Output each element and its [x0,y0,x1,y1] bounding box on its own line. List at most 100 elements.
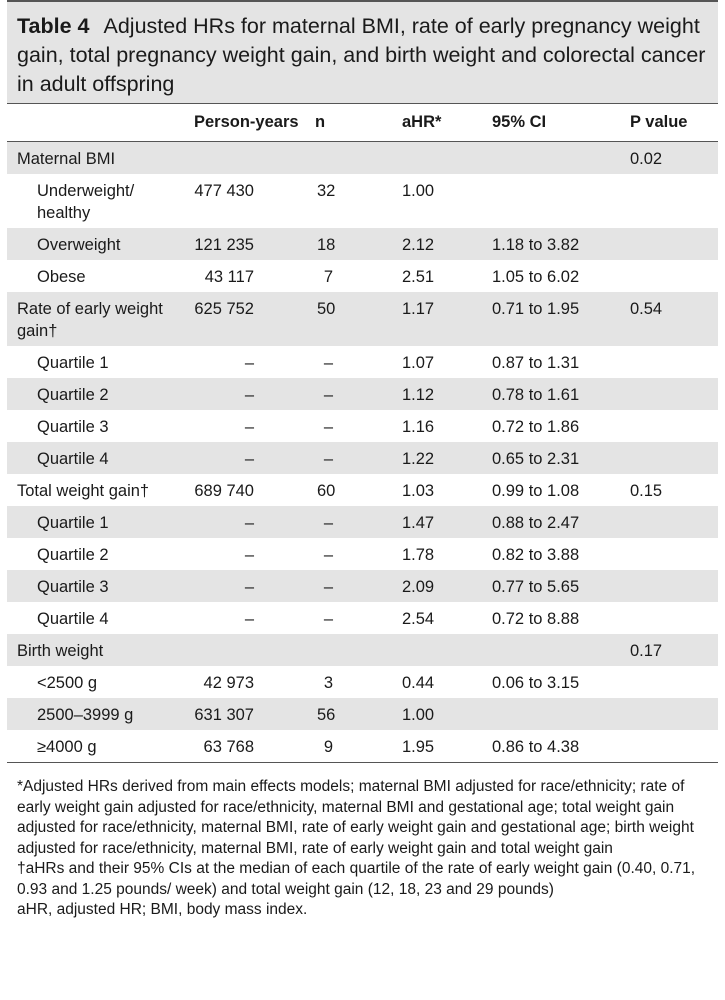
table-header-row: Person-years n aHR* 95% CI P value [7,104,718,142]
header-95-ci: 95% CI [492,113,547,131]
ci-cell: 0.65 to 2.31 [492,450,580,468]
table-row: Quartile 3 – – 1.16 0.72 to 1.86 [7,410,718,442]
row-label-cell: Birth weight [17,642,104,660]
row-label-cell: <2500 g [37,674,98,692]
person-years-cell: 689 740 [194,482,254,500]
n-cell: – [323,546,333,564]
n-cell: – [323,450,333,468]
person-years-cell: – [244,386,254,404]
ahr-cell: 1.17 [402,300,435,318]
n-cell: – [323,610,333,628]
ahr-cell: 1.16 [402,418,435,436]
n-cell: 60 [317,482,336,500]
ci-cell: 0.77 to 5.65 [492,578,580,596]
table-footnotes: *Adjusted HRs derived from main effects … [7,763,718,921]
n-cell: – [323,386,333,404]
row-label-cell: Overweight [37,236,121,254]
row-label-cell: Maternal BMI [17,150,116,168]
header-n: n [315,113,326,131]
table-row: Underweight/ healthy 477 430 32 1.00 [7,174,718,228]
person-years-cell: – [244,418,254,436]
footnote-quartiles: †aHRs and their 95% CIs at the median of… [17,860,696,898]
table-row: Birth weight 0.17 [7,634,718,666]
table-row: <2500 g 42 973 3 0.44 0.06 to 3.15 [7,666,718,698]
ci-cell: 0.06 to 3.15 [492,674,580,692]
table-row: Quartile 1 – – 1.07 0.87 to 1.31 [7,346,718,378]
ahr-cell: 2.09 [402,578,435,596]
ci-cell: 0.87 to 1.31 [492,354,580,372]
ci-cell: 0.82 to 3.88 [492,546,580,564]
ci-cell: 0.99 to 1.08 [492,482,580,500]
table-title: Adjusted HRs for maternal BMI, rate of e… [17,14,706,96]
row-label-cell: Quartile 3 [37,578,109,596]
ahr-cell: 1.78 [402,546,435,564]
person-years-cell: – [244,354,254,372]
table-caption: Table 4 Adjusted HRs for maternal BMI, ra… [7,0,718,104]
table-row: Overweight 121 235 18 2.12 1.18 to 3.82 [7,228,718,260]
person-years-cell: – [244,546,254,564]
header-person-years: Person-years [194,113,299,131]
row-label-cell: Obese [37,268,86,286]
n-cell: – [323,418,333,436]
p-value-cell: 0.15 [630,482,663,500]
row-label-cell: Quartile 3 [37,418,109,436]
row-label-cell: Total weight gain† [17,482,150,500]
p-value-cell: 0.02 [630,150,663,168]
table-row: Maternal BMI 0.02 [7,142,718,174]
n-cell: 18 [317,236,336,254]
row-label-cell: Quartile 1 [37,514,109,532]
person-years-cell: 43 117 [204,268,254,286]
ci-cell: 1.05 to 6.02 [492,268,580,286]
ahr-cell: 2.12 [402,236,435,254]
person-years-cell: – [244,450,254,468]
row-label-cell: Quartile 4 [37,450,109,468]
ahr-cell: 0.44 [402,674,435,692]
table-row: Quartile 1 – – 1.47 0.88 to 2.47 [7,506,718,538]
n-cell: 56 [317,706,336,724]
row-label-cell: ≥4000 g [37,738,97,756]
ahr-cell: 2.51 [402,268,435,286]
header-ahr: aHR* [402,113,442,131]
row-label-cell: Rate of early weight gain† [17,300,163,340]
person-years-cell: 121 235 [194,236,254,254]
ahr-cell: 1.00 [402,706,435,724]
header-p-value: P value [630,113,688,131]
person-years-cell: – [244,578,254,596]
table-row: Quartile 4 – – 2.54 0.72 to 8.88 [7,602,718,634]
n-cell: – [323,578,333,596]
ahr-cell: 1.03 [402,482,435,500]
ahr-cell: 1.47 [402,514,435,532]
person-years-cell: 42 973 [203,674,254,692]
table-row: Obese 43 117 7 2.51 1.05 to 6.02 [7,260,718,292]
row-label-cell: Quartile 4 [37,610,109,628]
table-label: Table 4 [17,14,90,38]
n-cell: – [323,514,333,532]
ci-cell: 0.71 to 1.95 [492,300,580,318]
ci-cell: 0.72 to 1.86 [492,418,580,436]
person-years-cell: 631 307 [194,706,254,724]
table-row: Total weight gain† 689 740 60 1.03 0.99 to 1… [7,474,718,506]
p-value-cell: 0.54 [630,300,663,318]
table-bottom-rule [7,762,718,763]
person-years-cell: 477 430 [194,182,254,200]
table-row: Rate of early weight gain† 625 752 50 1.17 0… [7,292,718,346]
ahr-cell: 1.07 [402,354,435,372]
table-container: Table 4 Adjusted HRs for maternal BMI, ra… [7,0,718,921]
n-cell: 7 [323,268,333,286]
row-label-cell: Quartile 2 [37,546,109,564]
table-row: Quartile 2 – – 1.12 0.78 to 1.61 [7,378,718,410]
footnote-abbreviations: aHR, adjusted HR; BMI, body mass index. [17,901,308,918]
ci-cell: 0.86 to 4.38 [492,738,580,756]
ahr-cell: 1.00 [402,182,435,200]
ahr-cell: 1.95 [402,738,435,756]
table-row: Quartile 4 – – 1.22 0.65 to 2.31 [7,442,718,474]
ahr-cell: 2.54 [402,610,435,628]
n-cell: 32 [317,182,336,200]
row-label-cell: Quartile 1 [37,354,109,372]
ci-cell: 0.72 to 8.88 [492,610,580,628]
table-row: Quartile 2 – – 1.78 0.82 to 3.88 [7,538,718,570]
person-years-cell: – [244,610,254,628]
ci-cell: 1.18 to 3.82 [492,236,580,254]
table-row: ≥4000 g 63 768 9 1.95 0.86 to 4.38 [7,730,718,762]
row-label-cell: 2500–3999 g [37,706,134,724]
